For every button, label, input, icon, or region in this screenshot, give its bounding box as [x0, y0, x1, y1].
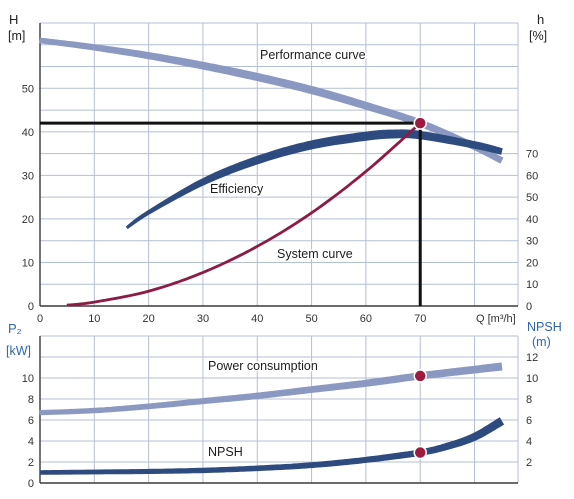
upper-left-tick-label: 30 [22, 170, 34, 182]
x-tick-label: 0 [37, 313, 43, 325]
lower-right-tick-label: 6 [526, 415, 532, 427]
x-tick-label: 50 [305, 313, 317, 325]
series-lines [39, 37, 504, 475]
x-axis-label: Q [m³/h] [476, 313, 516, 325]
npsh-series-line [39, 417, 504, 475]
upper-left-tick-label: 10 [22, 257, 34, 269]
lower-right-tick-label: 2 [526, 457, 532, 469]
efficiency-label: Efficiency [210, 182, 264, 196]
x-tick-label: 40 [251, 313, 263, 325]
lower-right-tick-label: 8 [526, 394, 532, 406]
lower-right-tick-label: 4 [526, 436, 532, 448]
lower-right-tick-label: 12 [526, 352, 538, 364]
upper-left-axis-label: H [9, 12, 18, 27]
upper-left-tick-label: 50 [22, 83, 34, 95]
x-tick-label: 10 [88, 313, 100, 325]
upper-left-tick-label: 40 [22, 127, 34, 139]
operating-points [413, 116, 427, 460]
power-consumption-label: Power consumption [208, 359, 318, 373]
upper-right-tick-label: 60 [526, 170, 538, 182]
performance-curve-label: Performance curve [260, 48, 366, 62]
upper-left-axis-unit: [m] [8, 29, 25, 43]
power-consumption-series-line [39, 362, 503, 416]
performance-curve-operating-point [413, 116, 427, 130]
lower-left-tick-label: 0 [28, 478, 34, 490]
system-curve-label: System curve [277, 247, 353, 261]
upper-right-tick-label: 70 [526, 149, 538, 161]
lower-right-tick-label: 10 [526, 373, 538, 385]
x-tick-label: 60 [360, 313, 372, 325]
power-consumption-operating-point [413, 369, 427, 383]
curve-annotations: Performance curve Efficiency System curv… [207, 47, 368, 461]
upper-right-tick-label: 40 [526, 214, 538, 226]
x-tick-label: 30 [197, 313, 209, 325]
upper-right-tick-label: 10 [526, 279, 538, 291]
lower-left-tick-label: 6 [28, 415, 34, 427]
upper-right-tick-label: 20 [526, 257, 538, 269]
upper-left-tick-label: 0 [28, 301, 34, 313]
npsh-label: NPSH [208, 445, 243, 459]
lower-right-axis-label: NPSH [527, 320, 562, 334]
operating-point-reference-lines [40, 121, 422, 306]
lower-left-tick-label: 2 [28, 457, 34, 469]
upper-left-tick-label: 20 [22, 214, 34, 226]
upper-right-tick-label: 50 [526, 192, 538, 204]
lower-left-tick-label: 4 [28, 436, 34, 448]
x-tick-label: 70 [414, 313, 426, 325]
tick-labels: 0 10 20 30 40 50 60 700102030405001020304050607… [22, 83, 539, 490]
lower-left-tick-label: 8 [28, 394, 34, 406]
lower-left-axis-label: P₂ [8, 321, 22, 336]
npsh-operating-point [413, 445, 427, 460]
upper-right-axis-label: h [537, 12, 544, 27]
efficiency-series-line [125, 129, 503, 229]
upper-right-axis-unit: [%] [529, 29, 547, 43]
upper-right-tick-label: 0 [526, 301, 532, 313]
lower-left-axis-unit: [kW] [6, 344, 31, 358]
lower-left-tick-label: 10 [22, 373, 34, 385]
x-tick-label: 20 [143, 313, 155, 325]
lower-right-axis-unit: (m) [532, 335, 551, 349]
performance-curve-series-line [39, 37, 504, 164]
upper-right-tick-label: 30 [526, 236, 538, 248]
axis-lines [39, 23, 518, 484]
